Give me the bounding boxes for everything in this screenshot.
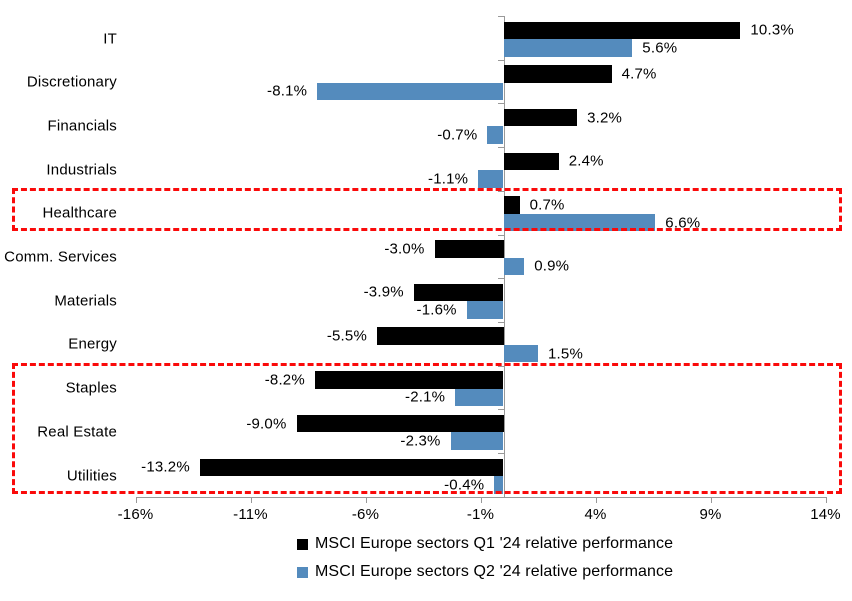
category-axis-tick	[497, 190, 505, 192]
value-label: -3.0%	[384, 240, 425, 258]
category-label: Staples	[65, 379, 117, 397]
x-axis-tick-label: -11%	[233, 506, 268, 523]
value-label: -0.4%	[444, 476, 485, 494]
category-axis-tick	[497, 103, 505, 105]
category-label: Materials	[54, 292, 117, 310]
q2-bar	[503, 257, 525, 275]
x-axis-tick	[135, 497, 137, 503]
q1-bar	[503, 21, 741, 39]
x-axis-tick	[595, 497, 597, 503]
x-axis-tick-label: 14%	[810, 506, 841, 523]
q1-bar	[413, 283, 504, 302]
category-label: Financials	[47, 117, 117, 135]
q2-bar	[503, 344, 538, 363]
value-label: -8.1%	[267, 82, 308, 100]
legend-item-q1: MSCI Europe sectors Q1 '24 relative perf…	[297, 530, 673, 558]
chart-legend: MSCI Europe sectors Q1 '24 relative perf…	[297, 530, 673, 586]
value-label: 3.2%	[587, 109, 623, 127]
value-label: -2.3%	[400, 432, 441, 450]
x-axis-tick-label: -6%	[351, 506, 380, 523]
x-axis-tick	[825, 497, 827, 503]
value-label: 0.7%	[529, 196, 565, 214]
q1-bar	[296, 414, 504, 433]
q2-series-swatch-icon	[297, 566, 308, 578]
q2-series-label: MSCI Europe sectors Q2 '24 relative perf…	[315, 563, 674, 580]
x-axis-tick-label: -1%	[466, 506, 495, 523]
q1-bar	[503, 152, 559, 171]
category-axis-tick	[497, 496, 505, 498]
value-label: -1.1%	[428, 170, 469, 188]
x-axis-tick	[480, 497, 482, 503]
x-axis-tick	[365, 497, 367, 503]
category-axis-tick	[497, 321, 505, 323]
category-axis-tick	[497, 278, 505, 280]
q2-bar	[466, 301, 504, 319]
category-axis-line	[503, 16, 505, 497]
value-label: -9.0%	[246, 415, 287, 433]
category-axis-tick	[497, 147, 505, 149]
category-axis-tick	[497, 16, 505, 17]
value-label: 4.7%	[621, 65, 657, 83]
q1-bar	[503, 65, 612, 83]
q1-bar	[503, 108, 578, 127]
value-label: 0.9%	[534, 257, 570, 275]
q2-bar	[503, 39, 633, 57]
q2-bar	[487, 126, 504, 144]
q2-bar	[455, 388, 504, 407]
x-axis-tick-label: 4%	[584, 506, 607, 523]
q1-series-label: MSCI Europe sectors Q1 '24 relative perf…	[315, 535, 674, 552]
q1-bar	[199, 458, 504, 476]
value-label: -5.5%	[326, 327, 367, 345]
q2-bar	[494, 476, 504, 494]
category-label: Utilities	[66, 467, 117, 484]
q1-bar	[377, 327, 504, 345]
value-label: -0.7%	[437, 126, 478, 144]
category-axis-tick	[497, 234, 505, 236]
category-label: Industrials	[46, 161, 117, 179]
value-label: -1.6%	[416, 301, 457, 319]
category-label: Healthcare	[42, 204, 117, 222]
highlight-box	[12, 187, 842, 232]
legend-item-q2: MSCI Europe sectors Q2 '24 relative perf…	[297, 558, 673, 586]
value-label: 6.6%	[665, 214, 701, 232]
x-axis-tick	[250, 497, 252, 503]
q2-bar	[317, 82, 504, 101]
x-axis-tick-label: -16%	[117, 506, 154, 523]
q2-bar	[478, 170, 504, 188]
value-label: -8.2%	[264, 371, 305, 389]
value-label: 2.4%	[568, 152, 604, 170]
x-axis-tick	[710, 497, 712, 503]
q2-bar	[503, 213, 656, 232]
category-axis-tick	[497, 453, 505, 454]
category-label: Discretionary	[26, 73, 117, 91]
category-label: IT	[103, 30, 117, 47]
category-label: Comm. Services	[4, 248, 117, 266]
category-axis-tick	[497, 365, 505, 367]
q1-bar	[434, 240, 504, 258]
value-label: -2.1%	[405, 388, 446, 406]
category-axis-tick	[497, 409, 505, 411]
q2-bar	[450, 432, 504, 450]
q1-bar	[503, 196, 520, 214]
category-label: Real Estate	[37, 423, 117, 441]
category-axis-tick	[497, 59, 505, 61]
q1-bar	[314, 371, 504, 389]
q1-series-swatch-icon	[297, 538, 308, 550]
value-label: -13.2%	[141, 458, 190, 476]
value-label: 5.6%	[642, 39, 678, 57]
category-label: Energy	[68, 335, 117, 353]
x-axis-tick-label: 9%	[699, 506, 722, 523]
value-label: 1.5%	[548, 345, 583, 363]
value-label: -3.9%	[363, 283, 404, 301]
value-label: 10.3%	[750, 21, 794, 39]
